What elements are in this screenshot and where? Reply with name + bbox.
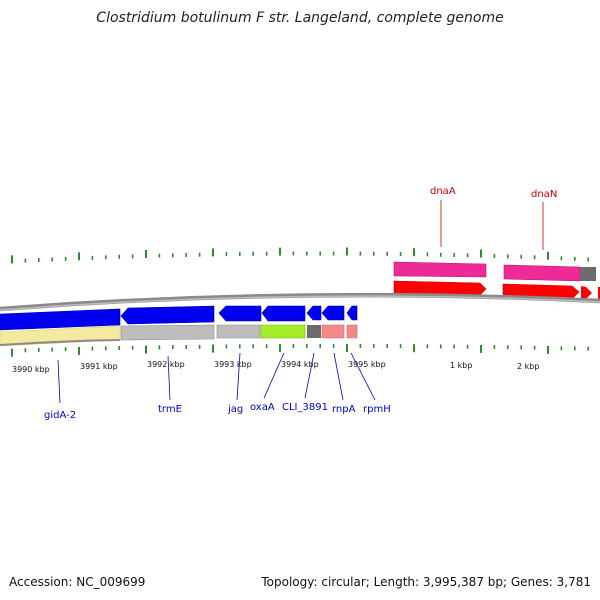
scale-label-3993: 3993 kbp (214, 360, 252, 369)
gene-label-CLI_3891[interactable]: CLI_3891 (282, 402, 328, 413)
scale-label-3992: 3992 kbp (147, 360, 185, 369)
inner-tick-ring (11, 343, 590, 357)
gene-label-trmE[interactable]: trmE (158, 404, 182, 415)
gene-label-gidA-2[interactable]: gidA-2 (44, 410, 76, 421)
scale-label-3995: 3995 kbp (348, 360, 386, 369)
leader-line-rnpA (333, 352, 344, 401)
accession-text: Accession: NC_009699 (9, 575, 146, 589)
leader-line-rpmH (350, 352, 376, 401)
gene-label-rnpA[interactable]: rnpA (332, 404, 356, 415)
genome-backbone-shade (0, 295, 600, 311)
leader-line-gidA-2 (57, 359, 61, 404)
gene-feature-trmE[interactable] (120, 324, 215, 341)
gene-feature-rnpA[interactable] (321, 324, 345, 339)
leader-line-oxaA (263, 352, 285, 399)
cds-feature-trmE[interactable] (120, 305, 215, 325)
cds-feature-dnaA[interactable] (393, 280, 487, 296)
cds-feature-rpmH[interactable] (346, 305, 358, 321)
gene-label-dnaA[interactable]: dnaA (430, 186, 456, 197)
cds-feature-CLI_3891[interactable] (306, 305, 322, 321)
outer-tick-ring (11, 247, 590, 264)
genome-summary-text: Topology: circular; Length: 3,995,387 bp… (261, 575, 591, 589)
scale-label-3991: 3991 kbp (80, 362, 118, 371)
gene-feature-dnaN[interactable] (503, 264, 581, 282)
gene-feature-CLI_3891[interactable] (307, 325, 321, 338)
cds-feature-rnpA[interactable] (321, 305, 345, 321)
cds-feature-jag[interactable] (218, 305, 262, 322)
gene-feature-jag[interactable] (216, 324, 261, 339)
cds-feature-next[interactable] (581, 286, 592, 299)
cds-feature-oxaA[interactable] (261, 305, 306, 322)
minus-strand-features (0, 305, 358, 347)
leader-line-CLI_3891 (304, 352, 315, 399)
inner-backbone (0, 339, 121, 346)
cds-feature-gidA-2[interactable] (0, 308, 121, 331)
gene-label-dnaN[interactable]: dnaN (531, 189, 557, 200)
minus-gene-labels: gidA-2 trmE jag oxaA CLI_3891 rnpA rpmH (44, 352, 391, 421)
genome-backbone (0, 292, 600, 312)
cds-feature-dnaN[interactable] (502, 283, 580, 300)
scale-labels: 3990 kbp 3991 kbp 3992 kbp 3993 kbp 3994… (12, 360, 539, 374)
gene-label-jag[interactable]: jag (227, 404, 243, 415)
scale-label-3990: 3990 kbp (12, 365, 50, 374)
gene-feature-rpmH[interactable] (346, 324, 358, 339)
gene-feature-grey[interactable] (580, 267, 596, 281)
gene-feature-oxaA[interactable] (260, 324, 306, 339)
map-title: Clostridium botulinum F str. Langeland, … (96, 10, 504, 26)
scale-label-2kbp: 2 kbp (517, 362, 539, 371)
plus-gene-labels: dnaA dnaN (430, 186, 557, 250)
plus-strand-features (393, 261, 600, 300)
gene-feature-dnaA[interactable] (393, 261, 487, 278)
scale-label-3994: 3994 kbp (281, 360, 319, 369)
leader-line-trmE (167, 355, 171, 401)
scale-label-1kbp: 1 kbp (450, 361, 472, 370)
gene-label-oxaA[interactable]: oxaA (250, 402, 275, 413)
leader-line-jag (236, 352, 241, 401)
gene-label-rpmH[interactable]: rpmH (363, 404, 391, 415)
